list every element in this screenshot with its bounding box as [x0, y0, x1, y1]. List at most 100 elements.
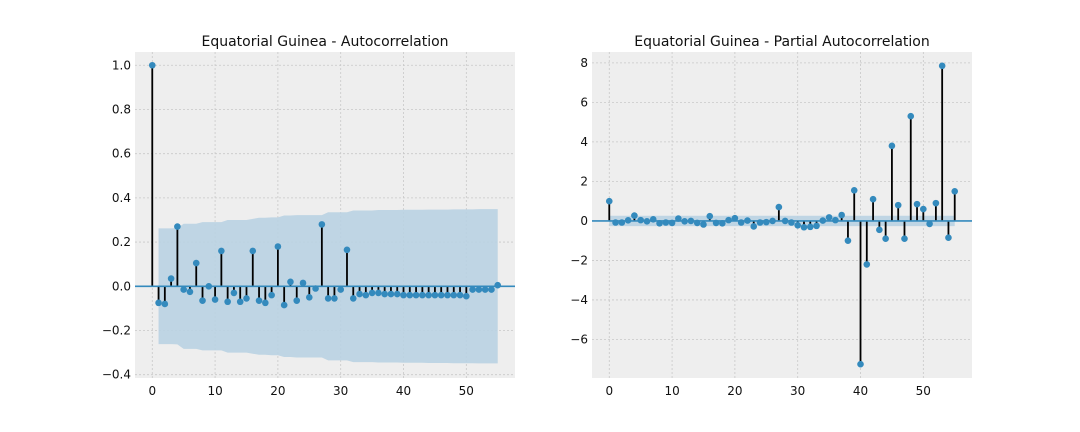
data-point	[349, 295, 357, 302]
data-point	[368, 289, 376, 297]
data-point	[781, 217, 789, 225]
x-tick-label: 20	[270, 384, 285, 398]
x-tick-label: 30	[790, 384, 805, 398]
data-point	[362, 291, 370, 299]
data-point	[155, 299, 162, 307]
x-tick-label: 0	[148, 384, 156, 398]
data-point	[769, 217, 776, 225]
data-point	[312, 285, 319, 292]
data-point	[750, 223, 758, 230]
data-point	[406, 291, 414, 299]
data-point	[675, 215, 682, 222]
data-point	[605, 197, 613, 205]
data-point	[637, 216, 644, 224]
data-point	[469, 286, 476, 293]
data-point	[819, 217, 827, 224]
data-point	[463, 292, 470, 300]
data-point	[444, 291, 451, 299]
data-point	[649, 216, 657, 223]
data-point	[305, 294, 313, 301]
data-point	[869, 195, 877, 203]
y-tick-label: 1.0	[112, 58, 131, 72]
y-tick-label: 2	[580, 174, 588, 188]
data-point	[481, 286, 489, 293]
data-point	[381, 290, 388, 298]
data-point	[393, 290, 401, 298]
data-point	[494, 281, 502, 289]
plot-area	[592, 52, 972, 378]
y-tick-label: 8	[580, 56, 588, 70]
y-tick-label: 4	[580, 135, 588, 149]
y-tick-label: 0.8	[112, 102, 131, 116]
data-point	[945, 234, 952, 242]
data-point	[756, 219, 764, 226]
data-point	[299, 279, 307, 287]
data-point	[618, 219, 626, 226]
data-point	[412, 291, 420, 299]
data-point	[249, 247, 257, 255]
x-tick-label: 40	[853, 384, 868, 398]
data-point	[331, 295, 338, 302]
y-tick-label: −2	[570, 253, 588, 267]
data-point	[450, 291, 458, 299]
data-point	[863, 261, 871, 268]
x-tick-label: 30	[333, 384, 348, 398]
data-point	[901, 235, 908, 243]
data-point	[167, 275, 175, 282]
data-point	[174, 223, 181, 230]
data-point	[662, 219, 670, 226]
data-point	[643, 218, 651, 225]
data-point	[844, 237, 852, 244]
data-point	[243, 295, 250, 302]
data-point	[356, 290, 363, 298]
data-point	[293, 297, 301, 304]
data-point	[932, 199, 940, 207]
data-point	[693, 219, 701, 227]
data-point	[400, 291, 407, 299]
data-point	[425, 291, 432, 299]
data-point	[888, 142, 896, 150]
data-point	[148, 61, 156, 69]
data-point	[337, 286, 345, 293]
data-point	[938, 62, 946, 70]
y-tick-label: −6	[570, 332, 588, 346]
data-point	[825, 214, 833, 221]
data-point	[612, 219, 619, 226]
data-point	[230, 289, 238, 297]
data-point	[274, 243, 282, 250]
data-point	[488, 286, 495, 293]
data-point	[431, 291, 439, 299]
data-point	[857, 360, 864, 368]
data-point	[737, 219, 745, 226]
data-point	[813, 222, 820, 230]
data-point	[318, 221, 326, 228]
data-point	[706, 212, 714, 220]
y-tick-label: 0.0	[112, 279, 131, 293]
data-point	[192, 259, 200, 267]
data-point	[894, 201, 902, 209]
data-point	[794, 221, 802, 229]
data-point	[180, 286, 187, 293]
data-point	[806, 223, 814, 231]
x-tick-label: 10	[664, 384, 679, 398]
data-point	[712, 219, 720, 227]
data-point	[224, 298, 231, 306]
x-tick-label: 50	[459, 384, 474, 398]
data-point	[631, 212, 638, 219]
data-point	[375, 289, 382, 297]
data-point	[199, 297, 206, 304]
data-point	[907, 112, 915, 120]
y-tick-label: −0.2	[102, 323, 131, 337]
pacf-panel: 0 10 20 30 40 50 −6 −4 −2 0 2 4 6 8 Equatorial Guinea …	[570, 34, 972, 398]
data-point	[456, 291, 464, 299]
data-point	[762, 218, 770, 226]
data-point	[280, 301, 288, 309]
x-tick-label: 40	[396, 384, 411, 398]
data-point	[218, 247, 225, 255]
data-point	[186, 288, 194, 296]
y-tick-label: −0.4	[102, 368, 131, 382]
data-point	[668, 219, 676, 227]
data-point	[744, 217, 751, 224]
data-point	[882, 235, 889, 243]
data-point	[687, 217, 695, 225]
